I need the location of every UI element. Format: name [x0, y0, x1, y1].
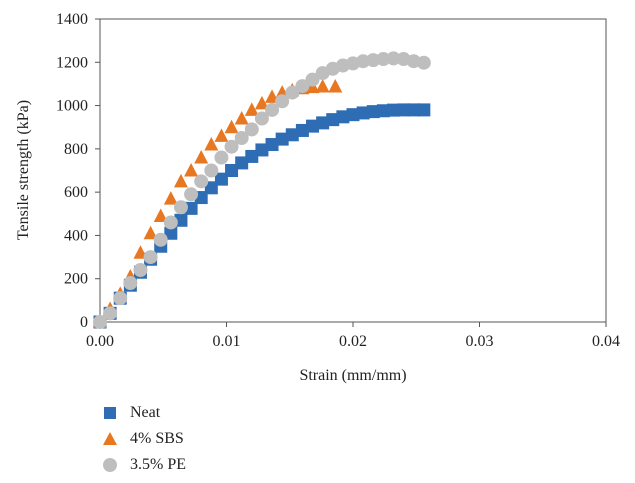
square-marker-icon: [104, 407, 116, 419]
y-axis-label: Tensile strength (kPa): [15, 100, 32, 240]
x-tick-label: 0.04: [592, 333, 620, 350]
point-3-5-pe: [254, 111, 269, 126]
point-3-5-pe: [244, 122, 259, 137]
point-neat: [235, 156, 249, 170]
point-neat: [285, 128, 299, 142]
scatter-chart: 0 200 400 600 800 1000 1200 1400 0.00 0.01 0.02 0.0…: [15, 11, 620, 384]
point-neat: [184, 201, 198, 215]
point-3-5-pe: [93, 315, 107, 329]
point-4-sbs: [173, 173, 188, 188]
point-3-5-pe: [184, 187, 199, 202]
point-3-5-pe: [295, 79, 310, 94]
x-tick-label: 0.00: [86, 333, 114, 350]
point-neat: [306, 119, 320, 133]
point-neat: [255, 143, 269, 157]
point-4-sbs: [315, 79, 330, 93]
y-tick-label: 1200: [56, 54, 88, 71]
point-3-5-pe: [265, 102, 280, 117]
point-neat: [326, 113, 340, 127]
point-4-sbs: [153, 208, 168, 222]
point-3-5-pe: [194, 174, 209, 189]
y-tick-label: 0: [80, 314, 88, 331]
point-3-5-pe: [153, 232, 168, 247]
point-4-sbs: [163, 191, 178, 205]
x-tick-label: 0.03: [466, 333, 494, 350]
point-4-sbs: [254, 95, 269, 110]
y-tick-label: 400: [64, 227, 88, 244]
point-neat: [417, 103, 431, 117]
point-3-5-pe: [214, 150, 229, 165]
point-neat: [225, 164, 239, 177]
point-neat: [265, 138, 279, 152]
point-4-sbs: [214, 128, 229, 142]
point-neat: [346, 108, 360, 122]
point-neat: [356, 106, 370, 120]
triangle-marker-icon: [103, 432, 117, 445]
point-neat: [275, 132, 289, 146]
x-tick-label: 0.02: [339, 333, 367, 350]
point-neat: [245, 149, 259, 163]
y-tick-label: 1400: [56, 11, 88, 28]
data-marks: [93, 51, 431, 329]
point-3-5-pe: [376, 52, 391, 67]
point-neat: [204, 181, 218, 195]
point-4-sbs: [143, 225, 158, 240]
point-3-5-pe: [275, 94, 290, 109]
tick-labels: 0 200 400 600 800 1000 1200 1400 0.00 0.01 0.02 0.0…: [56, 11, 620, 350]
point-3-5-pe: [234, 131, 249, 146]
point-neat: [407, 103, 421, 117]
point-3-5-pe: [133, 263, 148, 278]
point-3-5-pe: [386, 51, 401, 66]
point-3-5-pe: [224, 139, 239, 154]
y-tick-label: 1000: [56, 98, 88, 115]
point-3-5-pe: [285, 85, 300, 100]
point-4-sbs: [244, 102, 259, 116]
legend: Neat 4% SBS 3.5% PE: [100, 400, 186, 478]
point-neat: [164, 226, 178, 240]
point-neat: [366, 105, 380, 119]
point-4-sbs: [224, 119, 239, 134]
x-tick-label: 0.01: [213, 333, 241, 350]
point-neat: [336, 110, 350, 124]
point-3-5-pe: [123, 276, 138, 291]
legend-label-neat: Neat: [130, 404, 161, 421]
point-3-5-pe: [103, 306, 118, 321]
axes: [95, 18, 607, 327]
y-tick-label: 800: [64, 141, 88, 158]
legend-item-sbs: 4% SBS: [100, 426, 186, 452]
point-neat: [397, 103, 411, 117]
legend-label-sbs: 4% SBS: [130, 430, 184, 447]
point-neat: [295, 123, 309, 137]
point-3-5-pe: [416, 55, 431, 70]
point-neat: [376, 104, 390, 118]
point-4-sbs: [234, 111, 249, 125]
y-tick-label: 600: [64, 184, 88, 201]
y-tick-label: 200: [64, 271, 88, 288]
point-4-sbs: [194, 150, 209, 164]
point-3-5-pe: [204, 163, 219, 178]
point-3-5-pe: [173, 200, 188, 215]
circle-marker-icon: [103, 458, 117, 472]
point-neat: [316, 116, 330, 130]
point-4-sbs: [204, 137, 219, 151]
point-3-5-pe: [143, 250, 158, 265]
legend-item-neat: Neat: [100, 400, 186, 426]
legend-label-pe: 3.5% PE: [130, 456, 186, 473]
point-neat: [386, 103, 400, 117]
point-3-5-pe: [366, 53, 381, 68]
point-4-sbs: [328, 79, 343, 93]
legend-item-pe: 3.5% PE: [100, 452, 186, 478]
point-4-sbs: [184, 163, 199, 177]
point-neat: [214, 172, 228, 186]
point-3-5-pe: [305, 72, 320, 87]
x-axis-label: Strain (mm/mm): [299, 367, 406, 384]
point-3-5-pe: [163, 215, 178, 230]
point-3-5-pe: [356, 54, 371, 69]
point-3-5-pe: [113, 291, 128, 306]
